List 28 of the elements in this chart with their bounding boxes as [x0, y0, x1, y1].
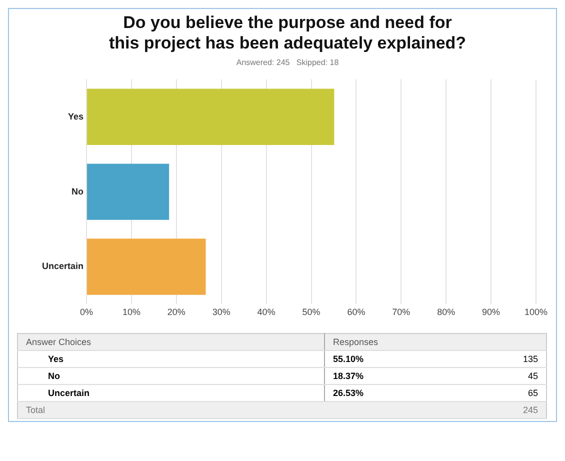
chart-subtitle: Answered: 245 Skipped: 18 — [236, 58, 340, 67]
x-tick-label: 80% — [437, 307, 456, 318]
x-tick-label: 90% — [482, 307, 500, 318]
category-label: No — [48, 371, 60, 381]
text: Responses — [324, 334, 546, 350]
chart-title: Do you believe the purpose and need for this project has been adequately explained? — [108, 12, 466, 52]
y-tick-label: No — [72, 186, 84, 196]
text: 135 — [457, 350, 546, 368]
x-tick-label: 30% — [212, 307, 230, 318]
text: Answer Choices — [18, 334, 324, 350]
category-label: Yes — [48, 354, 64, 364]
x-tick-label: 0% — [80, 307, 94, 318]
x-tick-label: 40% — [257, 307, 276, 318]
x-tick-label: 60% — [347, 307, 366, 318]
y-tick-label: Uncertain — [42, 261, 84, 272]
text: 65 — [457, 384, 546, 402]
text: Total — [18, 402, 324, 418]
x-tick-label: 10% — [122, 307, 140, 318]
text: 245 — [457, 402, 546, 418]
y-tick-label: Yes — [68, 111, 84, 122]
x-tick-label: 20% — [167, 307, 186, 318]
text: 45 — [457, 368, 546, 384]
x-tick-label: 50% — [302, 307, 320, 318]
x-tick-label: 100% — [524, 307, 548, 318]
x-tick-label: 70% — [392, 307, 410, 318]
text: 18.37% — [324, 368, 458, 384]
text: 55.10% — [324, 350, 458, 368]
text: 26.53% — [324, 384, 458, 402]
